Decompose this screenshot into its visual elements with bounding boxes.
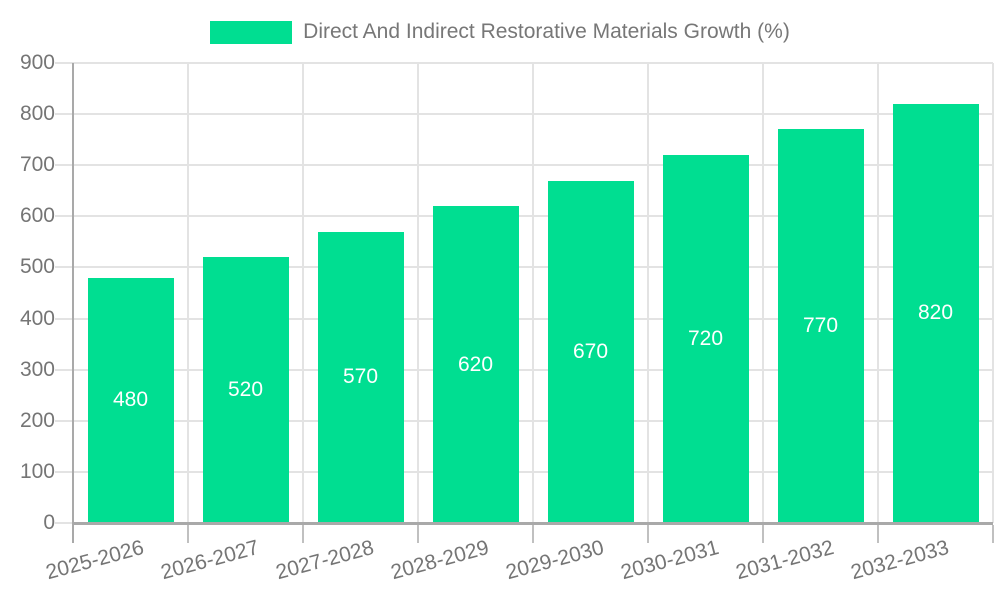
bar-value-label: 570: [342, 365, 379, 389]
bar-value-label: 670: [572, 339, 609, 363]
gridline-horizontal: [55, 420, 993, 422]
bar-value-label: 480: [112, 388, 149, 412]
x-axis-label: 2030-2031: [618, 536, 722, 585]
x-axis-tick: [417, 525, 419, 543]
gridline-vertical: [762, 63, 764, 523]
x-axis-label: 2031-2032: [733, 536, 837, 585]
gridline-horizontal: [55, 369, 993, 371]
gridline-horizontal: [55, 266, 993, 268]
x-axis-tick: [647, 525, 649, 543]
gridline-vertical: [647, 63, 649, 523]
y-axis-tick: [55, 522, 73, 524]
bar-value-label: 720: [687, 327, 724, 350]
gridline-vertical: [992, 63, 994, 523]
y-axis-label: 100: [19, 460, 55, 483]
x-axis-line: [73, 522, 993, 525]
y-axis-label: 0: [43, 511, 55, 534]
x-axis-label: 2029-2030: [503, 536, 607, 585]
gridline-horizontal: [55, 471, 993, 473]
bar-value-label: 820: [917, 301, 954, 325]
bar[interactable]: 770: [777, 129, 864, 523]
gridline-vertical: [417, 63, 419, 523]
gridline-horizontal: [55, 318, 993, 320]
x-axis-tick: [877, 525, 879, 543]
y-axis-line: [72, 63, 74, 543]
x-axis-tick: [187, 525, 189, 543]
x-axis-tick: [302, 525, 304, 543]
y-axis-label: 500: [19, 255, 55, 278]
y-axis-label: 600: [19, 204, 55, 227]
bar-value-label: 520: [227, 378, 264, 402]
gridline-vertical: [302, 63, 304, 523]
legend: Direct And Indirect Restorative Material…: [0, 14, 1000, 50]
x-axis-label: 2027-2028: [273, 536, 377, 585]
gridline-horizontal: [55, 215, 993, 217]
gridline-vertical: [877, 63, 879, 523]
gridline-horizontal: [55, 113, 993, 115]
bar[interactable]: 480: [87, 277, 174, 523]
y-axis-label: 900: [19, 51, 55, 74]
x-axis-label: 2032-2033: [848, 536, 952, 585]
x-axis-tick: [992, 525, 994, 543]
y-axis-label: 200: [19, 409, 55, 432]
x-axis-tick: [762, 525, 764, 543]
gridline-vertical: [187, 63, 189, 523]
bar[interactable]: 670: [547, 180, 634, 523]
gridline-vertical: [532, 63, 534, 523]
x-axis-label: 2025-2026: [43, 536, 147, 585]
legend-label[interactable]: Direct And Indirect Restorative Material…: [303, 20, 790, 43]
bar[interactable]: 620: [432, 206, 519, 523]
gridline-horizontal: [55, 62, 993, 64]
bar[interactable]: 720: [662, 155, 749, 523]
y-axis-label: 800: [19, 102, 55, 125]
bar[interactable]: 820: [892, 103, 979, 523]
x-axis-tick: [532, 525, 534, 543]
bar-value-label: 770: [802, 314, 839, 338]
bar-value-label: 620: [457, 352, 494, 376]
bar[interactable]: 570: [317, 231, 404, 523]
gridline-horizontal: [55, 164, 993, 166]
legend-swatch[interactable]: [210, 20, 293, 44]
y-axis-label: 700: [19, 153, 55, 176]
bar[interactable]: 520: [202, 257, 289, 523]
x-axis-label: 2026-2027: [158, 536, 262, 585]
y-axis-label: 400: [19, 307, 55, 330]
x-axis-label: 2028-2029: [388, 536, 492, 585]
y-axis-label: 300: [19, 358, 55, 381]
